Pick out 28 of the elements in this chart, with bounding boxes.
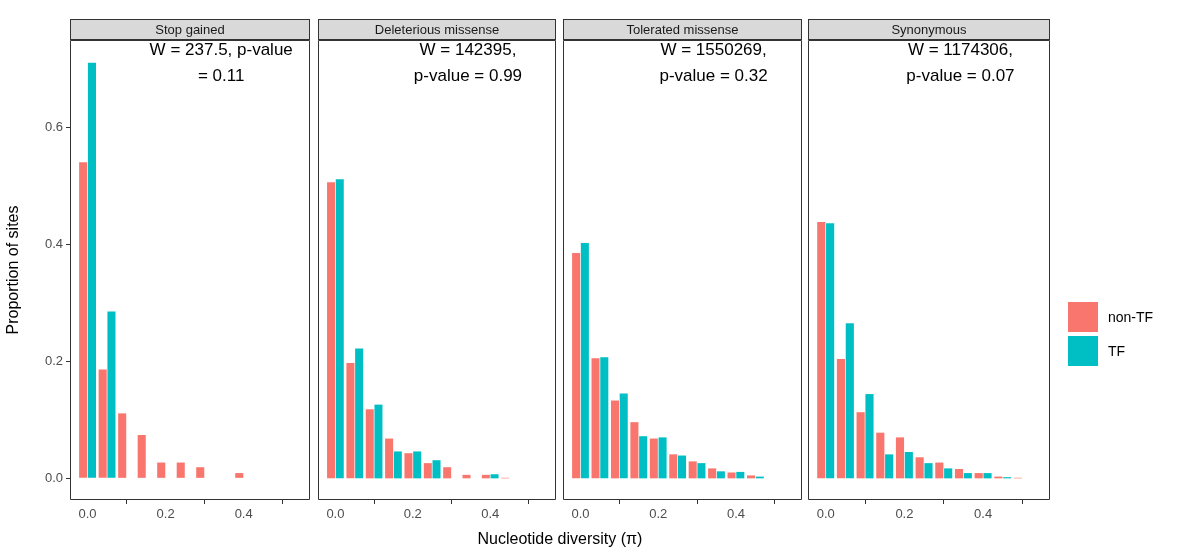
y-tick-label: 0.2 bbox=[44, 352, 63, 368]
x-tick-label: 0.0 bbox=[816, 506, 835, 522]
y-axis-title: Proportion of sites bbox=[4, 205, 22, 335]
chart-title: Stop gained bbox=[70, 19, 310, 40]
x-tick-label: 0.4 bbox=[726, 506, 745, 522]
legend-label: non-TF bbox=[1108, 309, 1154, 325]
x-tick-label: 0.4 bbox=[234, 506, 253, 522]
x-tick-label: 0.2 bbox=[403, 506, 422, 522]
x-tick-label: 0.4 bbox=[481, 506, 500, 522]
x-tick-label: 0.0 bbox=[571, 506, 590, 522]
x-tick-label: 0.4 bbox=[974, 506, 993, 522]
annotation: W = 142395, p-value = 0.99 bbox=[413, 40, 523, 86]
chart-title: Deleterious missense bbox=[318, 19, 556, 40]
y-tick-label: 0.0 bbox=[44, 469, 63, 485]
x-tick-label: 0.0 bbox=[326, 506, 345, 522]
y-tick-label: 0.6 bbox=[44, 118, 63, 134]
chart-title: Synonymous bbox=[808, 19, 1050, 40]
annotation: W = 1550269, p-value = 0.32 bbox=[659, 40, 768, 86]
legend-label: TF bbox=[1108, 343, 1126, 359]
y-tick-label: 0.4 bbox=[44, 235, 63, 251]
x-tick-label: 0.2 bbox=[156, 506, 175, 522]
x-tick-label: 0.2 bbox=[649, 506, 668, 522]
chart-title: Tolerated missense bbox=[563, 19, 802, 40]
x-axis-title: Nucleotide diversity (π) bbox=[476, 530, 644, 548]
x-tick-label: 0.2 bbox=[895, 506, 914, 522]
annotation: W = 237.5, p-value = 0.11 bbox=[149, 40, 293, 86]
annotation: W = 1174306, p-value = 0.07 bbox=[906, 40, 1015, 86]
x-tick-label: 0.0 bbox=[78, 506, 97, 522]
